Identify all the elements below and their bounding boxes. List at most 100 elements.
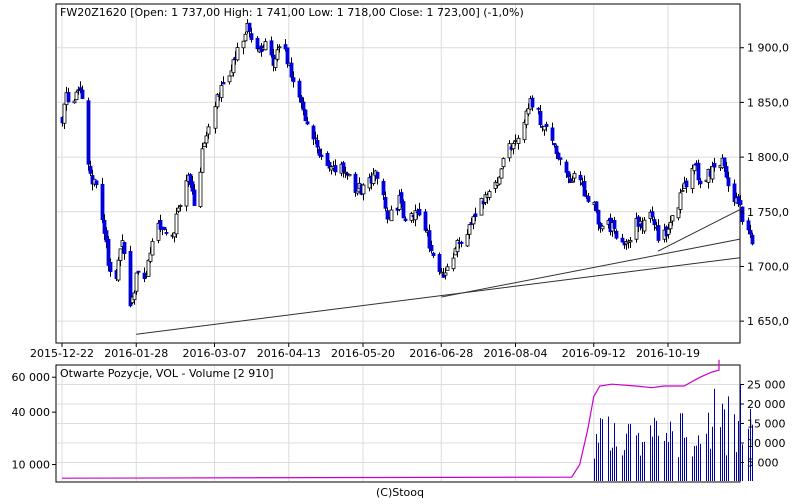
price-y-tick-label: 1 900,0: [747, 42, 789, 55]
candle-up: [507, 143, 512, 159]
candle-down: [722, 157, 727, 167]
price-x-tick-label: 2016-04-13: [257, 347, 321, 360]
candle-down: [192, 189, 197, 206]
candle-up: [572, 172, 577, 179]
price-y-tick-label: 1 800,0: [747, 151, 789, 164]
candle-down: [301, 101, 306, 111]
volume-panel: 10 000 40 000 60 000 5 000 10 000 15 000 20 0…: [12, 359, 786, 483]
candle-down: [578, 174, 583, 181]
candle-up: [511, 143, 516, 150]
candle-up: [206, 126, 211, 135]
volume-left-axis: 10 000 40 000 60 000: [12, 371, 56, 472]
volume-right-axis: 5 000 10 000 15 000 20 000 25 000: [740, 379, 786, 470]
candle-up: [347, 174, 352, 177]
candle-down: [86, 100, 91, 165]
candle-up: [451, 257, 456, 270]
candle-up: [231, 59, 236, 74]
candle-down: [596, 209, 601, 225]
candle-up: [443, 272, 448, 276]
open-interest-polyline: [61, 359, 720, 479]
candle-down: [530, 97, 535, 108]
candle-down: [221, 81, 226, 85]
candle-up: [668, 222, 673, 230]
price-x-tick-label: 2016-01-28: [104, 347, 168, 360]
volume-right-tick-label: 5 000: [747, 457, 779, 470]
volume-left-tick-label: 60 000: [12, 371, 51, 384]
candle-down: [652, 219, 657, 226]
candle-down: [550, 127, 555, 141]
candle-down: [66, 92, 71, 103]
open-interest-line: [61, 359, 720, 479]
candle-up: [710, 165, 715, 180]
candle-down: [403, 218, 408, 222]
candle-up: [227, 75, 232, 83]
candle-down: [437, 254, 442, 272]
candle-up: [516, 137, 521, 144]
candle-down: [650, 211, 655, 218]
candle-up: [72, 100, 77, 104]
candle-down: [536, 107, 541, 110]
candle-up: [273, 58, 278, 68]
candle-up: [692, 164, 697, 172]
candle-down: [283, 44, 288, 50]
candle-up: [204, 135, 209, 144]
candle-down: [319, 154, 324, 157]
candle-down: [297, 80, 302, 98]
price-x-tick-label: 2015-12-22: [30, 347, 94, 360]
candle-down: [594, 201, 599, 212]
candle-up: [219, 85, 224, 98]
candle-up: [526, 108, 531, 115]
candle-down: [383, 196, 388, 209]
footer-credit: (C)Stooq: [376, 486, 424, 499]
candle-down: [698, 180, 703, 185]
price-x-tick-label: 2016-05-20: [331, 347, 395, 360]
price-panel: 1 650,0 1 700,0 1 750,0 1 800,0 1 850,0 1 900…: [30, 3, 789, 360]
candle-down: [612, 219, 617, 229]
candle-down: [106, 238, 111, 266]
candle-down: [333, 165, 338, 173]
candle-up: [600, 225, 605, 230]
candle-up: [355, 190, 360, 194]
candle-down: [122, 242, 127, 255]
candle-down: [566, 171, 571, 178]
candle-down: [544, 123, 549, 128]
trendline: [441, 238, 741, 298]
candle-down: [564, 161, 569, 173]
candle-up: [513, 139, 518, 142]
candle-down: [696, 162, 701, 181]
candle-down: [748, 229, 753, 235]
trendlines: [136, 209, 741, 335]
candle-up: [690, 167, 695, 189]
candle-down: [303, 109, 308, 122]
price-candles: [60, 19, 755, 308]
candle-up: [570, 180, 575, 183]
volume-right-tick-label: 15 000: [747, 418, 786, 431]
candle-down: [315, 140, 320, 148]
candle-up: [666, 228, 671, 235]
candle-down: [305, 121, 310, 125]
trendline: [136, 257, 741, 335]
candle-up: [524, 110, 529, 126]
candle-down: [269, 40, 274, 56]
price-y-tick-label: 1 700,0: [747, 260, 789, 273]
candle-down: [291, 77, 296, 83]
candle-down: [582, 181, 587, 197]
candle-up: [487, 191, 492, 198]
candle-down: [341, 162, 346, 173]
candle-up: [465, 234, 470, 247]
candle-down: [399, 192, 404, 204]
candle-down: [738, 200, 743, 205]
candle-down: [726, 177, 731, 187]
candle-down: [313, 137, 318, 140]
candle-down: [427, 230, 432, 249]
candle-down: [586, 196, 591, 202]
candle-down: [684, 180, 689, 188]
candle-down: [614, 230, 619, 239]
candle-down: [289, 62, 294, 78]
candle-up: [445, 266, 450, 271]
candle-down: [255, 37, 260, 50]
candle-down: [620, 237, 625, 243]
candle-up: [213, 106, 218, 129]
volume-left-tick-label: 10 000: [12, 459, 51, 472]
